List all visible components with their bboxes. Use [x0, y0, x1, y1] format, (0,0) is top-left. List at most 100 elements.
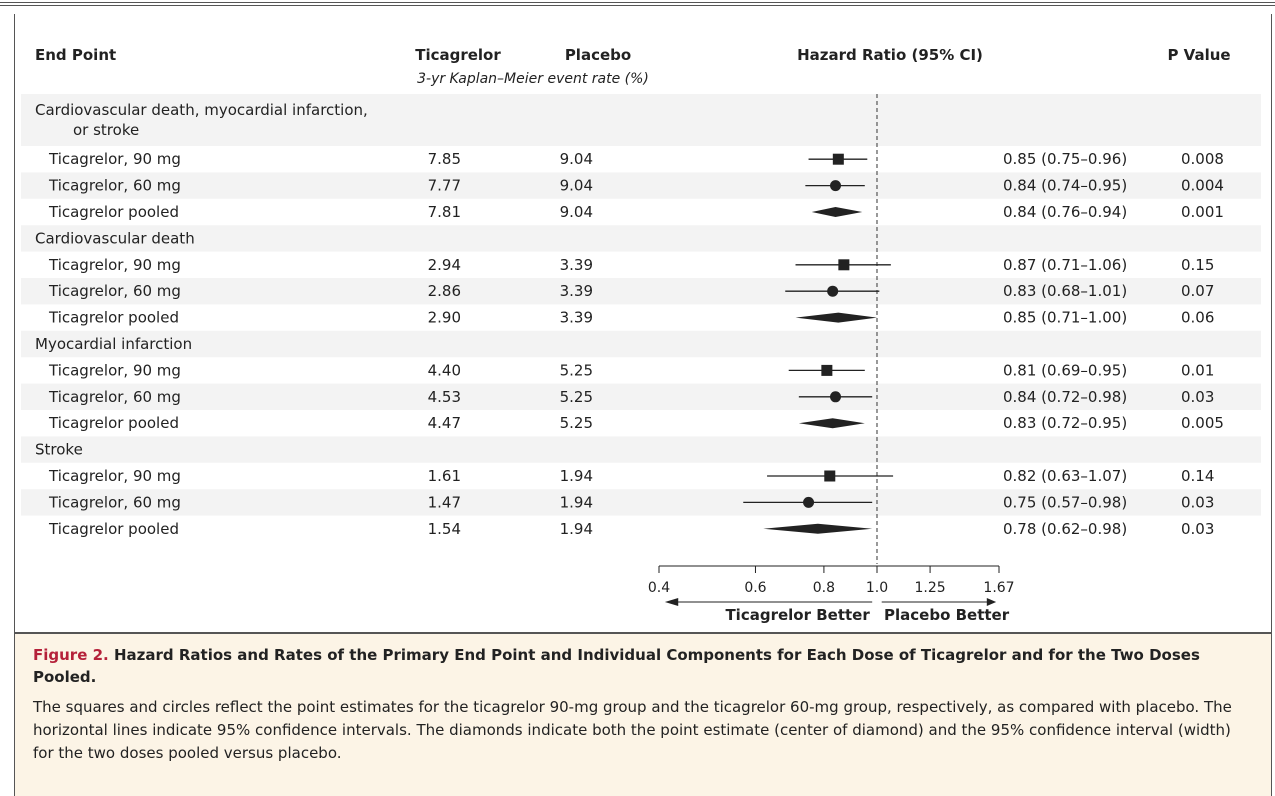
- diamond-marker: [795, 312, 877, 323]
- square-marker: [832, 153, 844, 165]
- p-value: 0.01: [1181, 361, 1214, 379]
- ticagrelor-rate: 2.94: [428, 256, 461, 274]
- row-label: Ticagrelor, 60 mg: [48, 177, 181, 195]
- row-label: Ticagrelor pooled: [48, 414, 179, 432]
- diamond-marker: [811, 207, 863, 217]
- ticagrelor-rate: 4.53: [428, 388, 461, 406]
- row-band: [21, 330, 1261, 358]
- placebo-rate: 9.04: [560, 203, 593, 221]
- p-value: 0.14: [1181, 467, 1214, 485]
- placebo-better-arrowhead: [986, 598, 997, 606]
- column-header-end-point: End Point: [35, 46, 116, 64]
- row-label: Ticagrelor pooled: [48, 309, 179, 327]
- forest-plot-panel: End Point Ticagrelor Placebo Hazard Ratio (…: [15, 14, 1271, 634]
- group-label: Cardiovascular death, myocardial infarct…: [35, 101, 368, 119]
- row-band: [21, 436, 1261, 463]
- square-marker: [821, 364, 833, 376]
- square-marker: [824, 470, 836, 482]
- figure-label: Figure 2.: [33, 646, 109, 664]
- hazard-ratio-text: 0.83 (0.68–1.01): [1003, 282, 1127, 300]
- ticagrelor-rate: 2.90: [428, 309, 461, 327]
- placebo-rate: 5.25: [560, 361, 593, 379]
- caption-title-text: Hazard Ratios and Rates of the Primary E…: [33, 646, 1200, 686]
- diamond-marker: [798, 418, 865, 429]
- row-label: Ticagrelor, 60 mg: [48, 282, 181, 300]
- placebo-rate: 5.25: [560, 414, 593, 432]
- top-rule: [0, 2, 1275, 3]
- figure-frame: End Point Ticagrelor Placebo Hazard Ratio (…: [14, 14, 1272, 796]
- square-marker: [838, 259, 850, 271]
- x-axis-tick-label: 0.6: [744, 580, 766, 596]
- circle-marker: [803, 496, 815, 508]
- row-label: Ticagrelor, 60 mg: [48, 493, 181, 511]
- row-label: Ticagrelor, 90 mg: [48, 256, 181, 274]
- group-label: Stroke: [35, 441, 83, 459]
- x-axis-tick-label: 0.8: [813, 580, 835, 596]
- ticagrelor-rate: 1.54: [428, 520, 461, 538]
- hazard-ratio-text: 0.83 (0.72–0.95): [1003, 414, 1127, 432]
- hazard-ratio-text: 0.81 (0.69–0.95): [1003, 361, 1127, 379]
- placebo-rate: 9.04: [560, 150, 593, 168]
- hazard-ratio-text: 0.84 (0.74–0.95): [1003, 177, 1127, 195]
- x-axis-tick-label: 1.25: [914, 580, 945, 596]
- caption-body: The squares and circles reflect the poin…: [33, 698, 1232, 762]
- placebo-rate: 1.94: [560, 493, 593, 511]
- p-value: 0.03: [1181, 493, 1214, 511]
- hazard-ratio-text: 0.87 (0.71–1.06): [1003, 256, 1127, 274]
- p-value: 0.005: [1181, 414, 1224, 432]
- placebo-rate: 3.39: [560, 282, 593, 300]
- column-header-hazard-ratio: Hazard Ratio (95% CI): [797, 46, 983, 64]
- group-label: Cardiovascular death: [35, 229, 195, 247]
- row-label: Ticagrelor, 90 mg: [48, 361, 181, 379]
- hazard-ratio-text: 0.85 (0.71–1.00): [1003, 309, 1127, 327]
- ticagrelor-rate: 1.61: [428, 467, 461, 485]
- circle-marker: [830, 391, 842, 403]
- placebo-rate: 3.39: [560, 309, 593, 327]
- row-band: [21, 172, 1261, 199]
- diamond-marker: [763, 523, 873, 534]
- caption-title: Figure 2. Hazard Ratios and Rates of the…: [33, 644, 1243, 688]
- row-band: [21, 225, 1261, 252]
- p-value: 0.001: [1181, 203, 1224, 221]
- column-subheader-event-rate: 3-yr Kaplan–Meier event rate (%): [417, 71, 649, 87]
- row-label: Ticagrelor pooled: [48, 203, 179, 221]
- placebo-rate: 1.94: [560, 467, 593, 485]
- row-band: [21, 383, 1261, 410]
- p-value: 0.06: [1181, 309, 1214, 327]
- placebo-rate: 9.04: [560, 177, 593, 195]
- hazard-ratio-text: 0.85 (0.75–0.96): [1003, 150, 1127, 168]
- ticagrelor-rate: 7.81: [428, 203, 461, 221]
- placebo-rate: 5.25: [560, 388, 593, 406]
- column-header-p-value: P Value: [1167, 46, 1230, 64]
- ticagrelor-rate: 7.85: [428, 150, 461, 168]
- p-value: 0.07: [1181, 282, 1214, 300]
- p-value: 0.03: [1181, 388, 1214, 406]
- hazard-ratio-text: 0.84 (0.72–0.98): [1003, 388, 1127, 406]
- circle-marker: [830, 180, 842, 192]
- row-band: [21, 489, 1261, 516]
- ticagrelor-rate: 1.47: [428, 493, 461, 511]
- column-header-placebo: Placebo: [565, 46, 631, 64]
- placebo-better-label: Placebo Better: [884, 606, 1010, 624]
- x-axis-tick-label: 1.0: [866, 580, 888, 596]
- ticagrelor-rate: 4.40: [428, 361, 461, 379]
- forest-plot: End Point Ticagrelor Placebo Hazard Ratio (…: [21, 46, 1261, 624]
- circle-marker: [827, 285, 839, 297]
- group-label: Myocardial infarction: [35, 335, 192, 353]
- placebo-rate: 1.94: [560, 520, 593, 538]
- ticagrelor-better-label: Ticagrelor Better: [725, 606, 870, 624]
- column-header-ticagrelor: Ticagrelor: [415, 46, 501, 64]
- hazard-ratio-text: 0.78 (0.62–0.98): [1003, 520, 1127, 538]
- row-label: Ticagrelor, 60 mg: [48, 388, 181, 406]
- row-band: [21, 94, 1261, 146]
- ticagrelor-better-arrowhead: [664, 598, 679, 606]
- p-value: 0.15: [1181, 256, 1214, 274]
- x-axis-tick-label: 0.4: [648, 580, 670, 596]
- hazard-ratio-text: 0.82 (0.63–1.07): [1003, 467, 1127, 485]
- x-axis-tick-label: 1.67: [983, 580, 1014, 596]
- ticagrelor-rate: 7.77: [428, 177, 461, 195]
- row-label: Ticagrelor pooled: [48, 520, 179, 538]
- ticagrelor-rate: 4.47: [428, 414, 461, 432]
- p-value: 0.008: [1181, 150, 1224, 168]
- row-label: Ticagrelor, 90 mg: [48, 150, 181, 168]
